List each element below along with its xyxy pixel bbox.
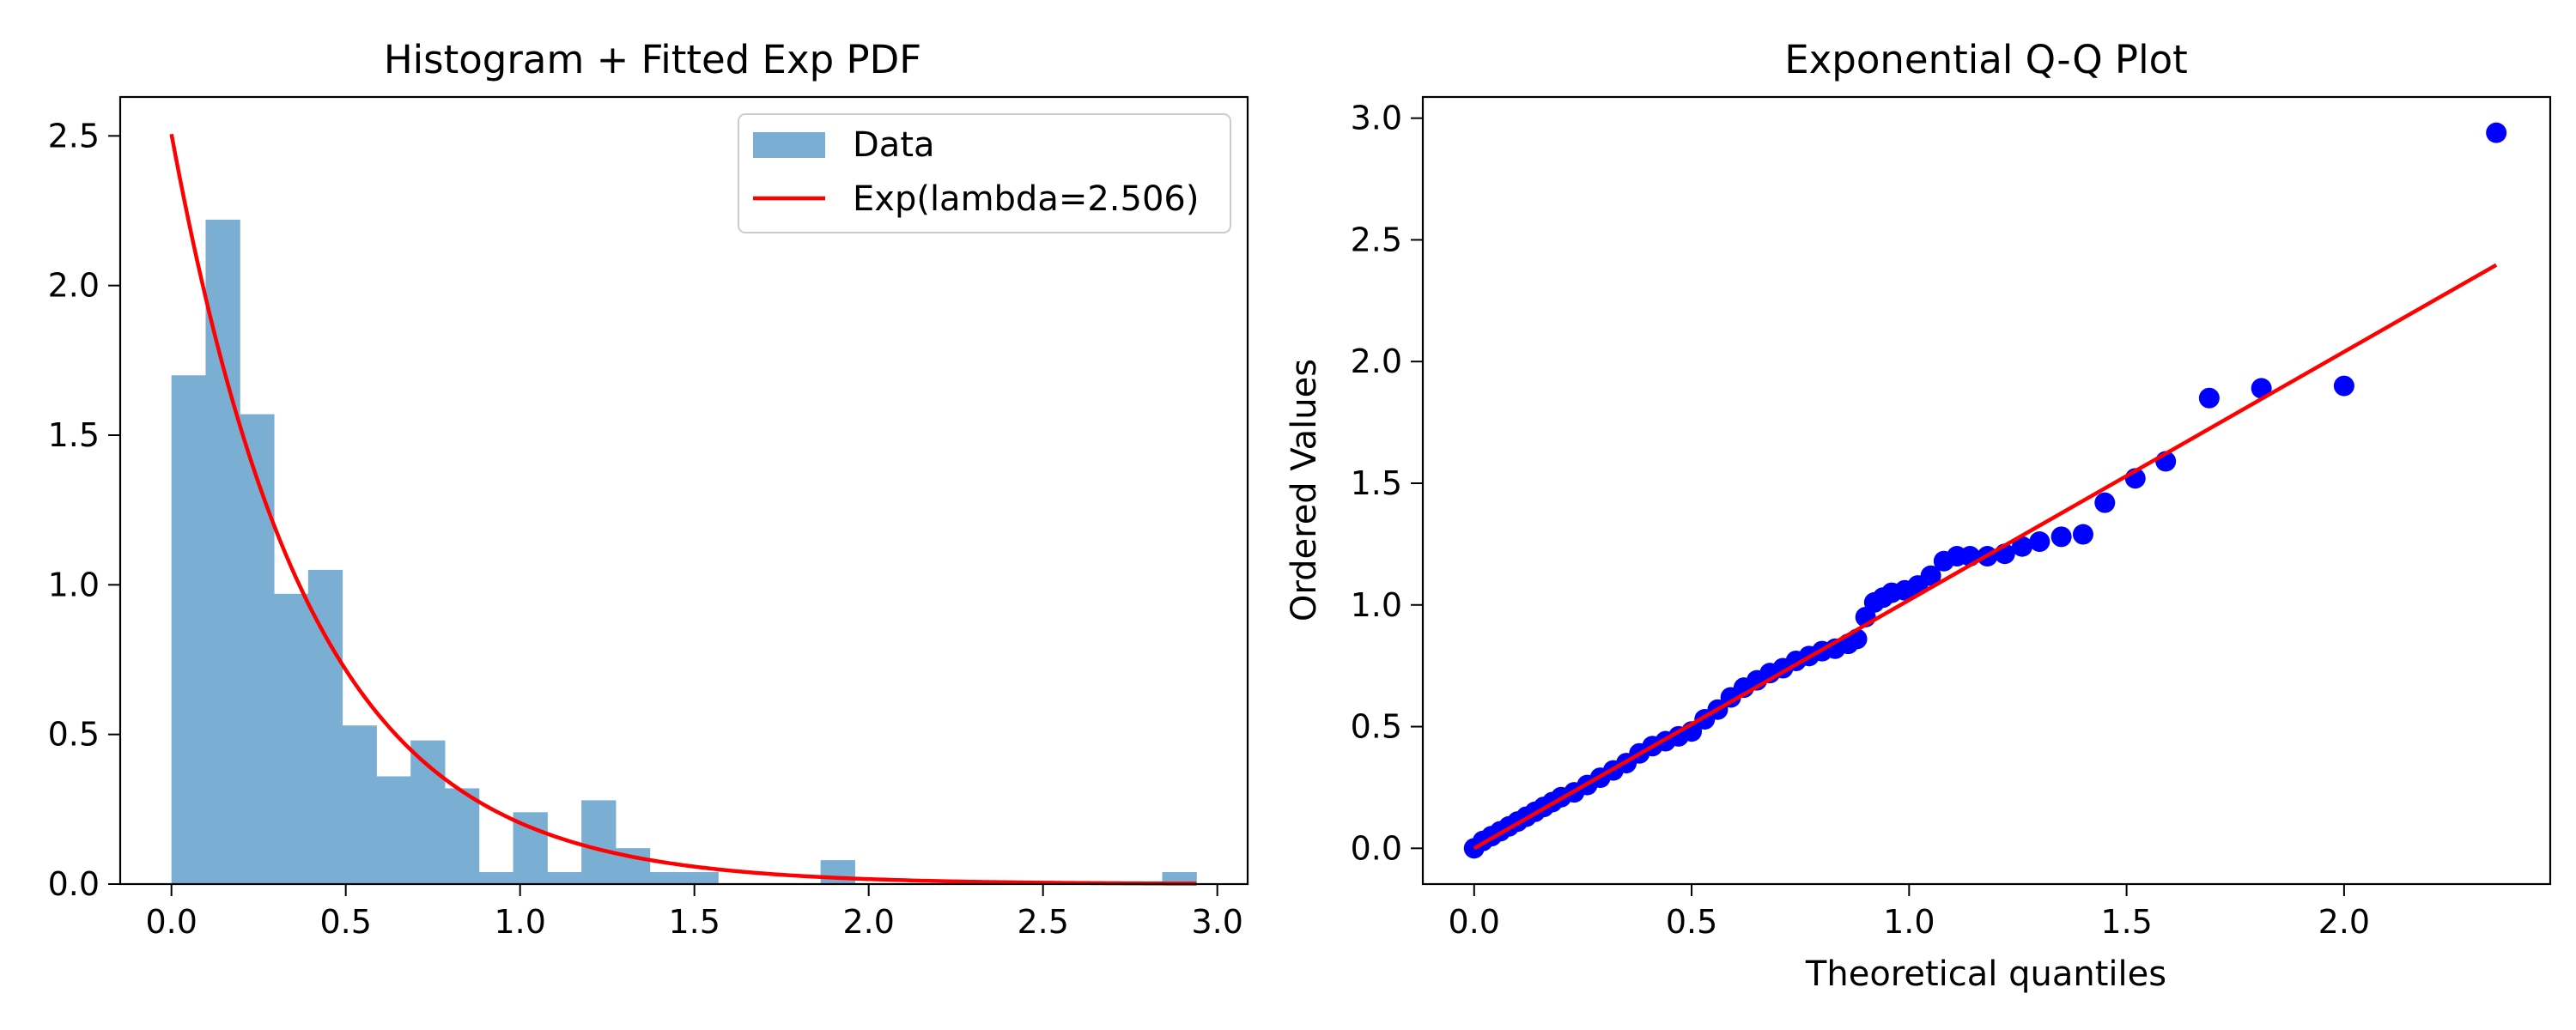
hist-ytick-label: 2.5 (48, 117, 100, 154)
qq-xtick-label: 2.0 (2318, 903, 2370, 941)
histogram-bar (240, 414, 275, 884)
qq-ytick-label: 1.0 (1351, 586, 1402, 624)
histogram-bar (1162, 872, 1197, 884)
histogram-y-axis: 0.0 0.5 1.0 1.5 2.0 2.5 (48, 117, 120, 903)
histogram-bar (444, 788, 480, 884)
histogram-bar (376, 776, 411, 884)
qq-point (2251, 378, 2272, 399)
legend-fit-label: Exp(lambda=2.506) (853, 179, 1199, 219)
qq-x-axis: 0.0 0.5 1.0 1.5 2.0 (1449, 884, 2370, 941)
histogram-bar (342, 725, 377, 884)
qq-ytick-label: 0.0 (1351, 829, 1402, 867)
legend-box (738, 113, 1231, 233)
hist-xtick-label: 0.0 (145, 903, 197, 941)
qq-title: Exponential Q-Q Plot (1784, 37, 2188, 82)
hist-ytick-label: 0.0 (48, 865, 100, 903)
qq-ytick-label: 3.0 (1351, 100, 1402, 137)
hist-ytick-label: 0.5 (48, 716, 100, 754)
qq-ytick-label: 1.5 (1351, 464, 1402, 502)
qq-xtick-label: 1.5 (2100, 903, 2152, 941)
hist-xtick-label: 2.0 (842, 903, 894, 941)
hist-ytick-label: 2.0 (48, 267, 100, 305)
qq-point (2198, 387, 2220, 409)
histogram-bar (478, 872, 514, 884)
qq-ytick-label: 0.5 (1351, 708, 1402, 746)
exp-pdf-fit-line (169, 133, 1197, 886)
histogram-bar (581, 800, 617, 884)
histogram-legend: Data Exp(lambda=2.506) (738, 113, 1231, 233)
qq-ytick-label: 2.0 (1351, 342, 1402, 380)
qq-axes-frame (1421, 95, 2552, 886)
hist-xtick-label: 1.5 (668, 903, 720, 941)
qq-y-axis-label: Ordered Values (1285, 359, 1324, 621)
qq-point (2094, 492, 2116, 513)
qq-point (2029, 531, 2050, 553)
qq-xtick-label: 1.0 (1883, 903, 1935, 941)
histogram-panel: Histogram + Fitted Exp PDF 0.0 0.5 1.0 1.5 2… (48, 37, 1249, 941)
qq-point (1920, 565, 1941, 586)
hist-xtick-label: 0.5 (319, 903, 371, 941)
qq-y-axis: 0.0 0.5 1.0 1.5 2.0 2.5 3.0 (1351, 100, 1423, 867)
histogram-bar (649, 872, 684, 884)
histogram-bar (547, 872, 582, 884)
histogram-axes-frame (118, 95, 1249, 886)
hist-xtick-label: 1.0 (494, 903, 545, 941)
qq-fit-line (1473, 263, 2498, 851)
qq-xtick-label: 0.5 (1666, 903, 1717, 941)
hist-xtick-label: 3.0 (1191, 903, 1242, 941)
histogram-bar (205, 219, 240, 885)
hist-ytick-label: 1.5 (48, 416, 100, 454)
qq-point (2012, 536, 2033, 557)
legend-data-swatch (753, 132, 825, 158)
qq-point (2072, 524, 2093, 545)
histogram-bar (171, 375, 206, 885)
qq-x-axis-label: Theoretical quantiles (1805, 954, 2166, 994)
histogram-bar (410, 740, 446, 884)
histogram-title: Histogram + Fitted Exp PDF (384, 37, 921, 82)
histogram-bars (171, 219, 1197, 885)
histogram-bar (820, 860, 855, 884)
qq-panel: Exponential Q-Q Plot 0.0 0.5 1.0 1.5 2.0 0.0… (1285, 37, 2552, 994)
qq-point (2486, 122, 2507, 143)
histogram-bar (274, 593, 309, 884)
qq-ytick-label: 2.5 (1351, 221, 1402, 258)
histogram-bar (683, 872, 719, 884)
qq-xtick-label: 0.0 (1449, 903, 1500, 941)
histogram-x-axis: 0.0 0.5 1.0 1.5 2.0 2.5 3.0 (145, 884, 1243, 941)
legend-data-label: Data (853, 125, 935, 165)
histogram-bar (307, 569, 343, 884)
qq-point (2333, 375, 2354, 397)
hist-xtick-label: 2.5 (1017, 903, 1068, 941)
hist-ytick-label: 1.0 (48, 566, 100, 603)
qq-point (2050, 526, 2072, 548)
